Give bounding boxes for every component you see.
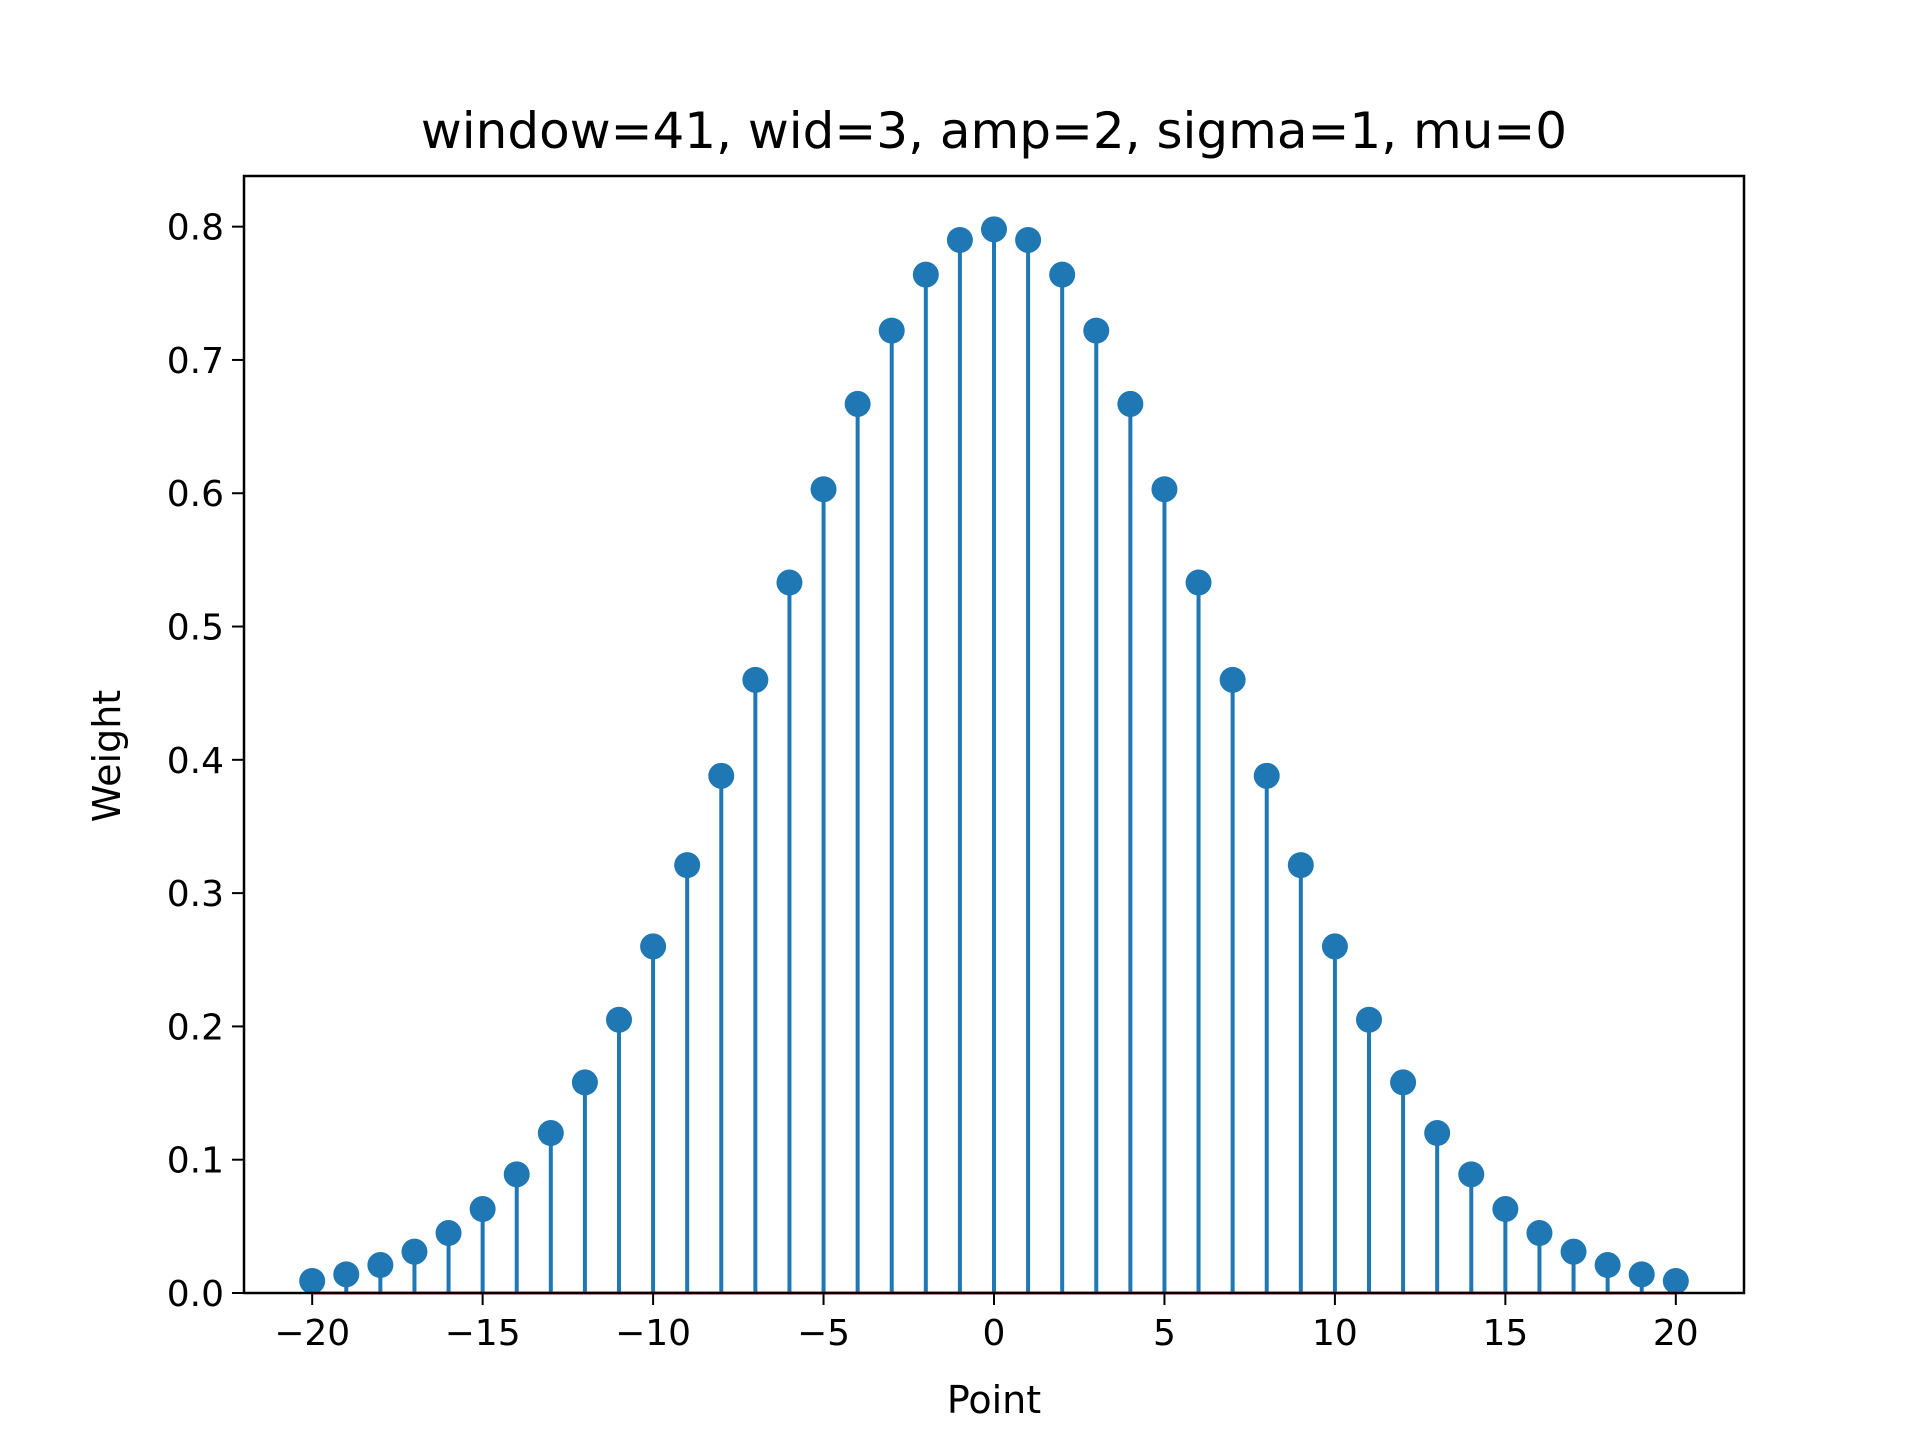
stem-marker-4: [435, 1220, 462, 1247]
stem-marker-0: [299, 1268, 326, 1295]
stem-marker-10: [640, 933, 667, 960]
x-tick-label-1: −15: [445, 1313, 521, 1354]
stem-marker-34: [1458, 1161, 1485, 1188]
stem-marker-9: [606, 1006, 632, 1033]
stem-marker-11: [674, 852, 701, 879]
x-tick-label-6: 10: [1312, 1313, 1358, 1354]
stem-marker-7: [537, 1120, 564, 1147]
stem-marker-20: [981, 216, 1007, 243]
x-axis-label: Point: [947, 1378, 1041, 1422]
x-tick-label-2: −10: [615, 1313, 691, 1354]
stem-marker-35: [1492, 1196, 1519, 1223]
x-tick-label-0: −20: [274, 1313, 350, 1354]
x-tick-label-8: 20: [1653, 1313, 1699, 1354]
stem-markers: [299, 216, 1689, 1295]
y-tick-label-8: 0.8: [167, 208, 224, 249]
stem-marker-37: [1560, 1238, 1587, 1265]
x-tick-label-7: 15: [1482, 1313, 1528, 1354]
stem-series: [310, 229, 1678, 1293]
stem-marker-1: [333, 1261, 360, 1288]
stem-marker-32: [1390, 1069, 1417, 1096]
stem-marker-13: [742, 666, 769, 693]
stem-marker-33: [1424, 1120, 1451, 1147]
stem-marker-30: [1321, 933, 1348, 960]
stem-marker-29: [1287, 852, 1314, 879]
stem-marker-25: [1151, 476, 1178, 503]
stem-marker-14: [776, 569, 803, 596]
x-tick-label-5: 5: [1153, 1313, 1176, 1354]
stem-marker-21: [1015, 226, 1042, 253]
stem-marker-36: [1526, 1220, 1553, 1247]
stem-marker-17: [878, 317, 905, 344]
stem-marker-26: [1185, 569, 1212, 596]
x-tick-label-3: −5: [797, 1313, 850, 1354]
chart-title: window=41, wid=3, amp=2, sigma=1, mu=0: [421, 102, 1567, 160]
stem-marker-2: [367, 1252, 394, 1279]
stem-marker-16: [844, 390, 871, 417]
stem-marker-6: [503, 1161, 530, 1188]
x-axis-ticks: −20 −15 −10 −5 0 5 10 15 20: [274, 1293, 1699, 1354]
stem-marker-5: [469, 1196, 496, 1223]
stem-marker-8: [571, 1069, 598, 1096]
stem-marker-40: [1662, 1268, 1689, 1295]
stem-marker-38: [1594, 1252, 1621, 1279]
stem-marker-28: [1253, 762, 1280, 789]
stem-marker-24: [1117, 390, 1144, 417]
y-tick-label-2: 0.2: [167, 1007, 224, 1048]
stem-marker-23: [1083, 317, 1110, 344]
stem-marker-12: [708, 762, 735, 789]
stem-marker-18: [912, 261, 939, 288]
stem-marker-3: [401, 1238, 428, 1265]
stem-marker-15: [810, 476, 837, 503]
y-axis-label: Weight: [85, 690, 129, 822]
y-tick-label-3: 0.3: [167, 874, 224, 915]
stem-marker-39: [1628, 1261, 1655, 1288]
x-tick-label-4: 0: [983, 1313, 1006, 1354]
stem-marker-19: [946, 226, 973, 253]
stem-marker-31: [1356, 1006, 1382, 1033]
stem-marker-27: [1219, 666, 1246, 693]
stem-marker-22: [1049, 261, 1076, 288]
y-tick-label-1: 0.1: [167, 1141, 224, 1182]
y-tick-label-4: 0.4: [167, 741, 224, 782]
y-tick-label-5: 0.5: [167, 608, 224, 649]
y-tick-label-6: 0.6: [167, 474, 224, 515]
y-axis-ticks: 0.0 0.1 0.2 0.3 0.4 0.5 0.6 0.7 0.8: [167, 208, 244, 1315]
y-tick-label-7: 0.7: [167, 341, 224, 382]
y-tick-label-0: 0.0: [167, 1274, 224, 1315]
